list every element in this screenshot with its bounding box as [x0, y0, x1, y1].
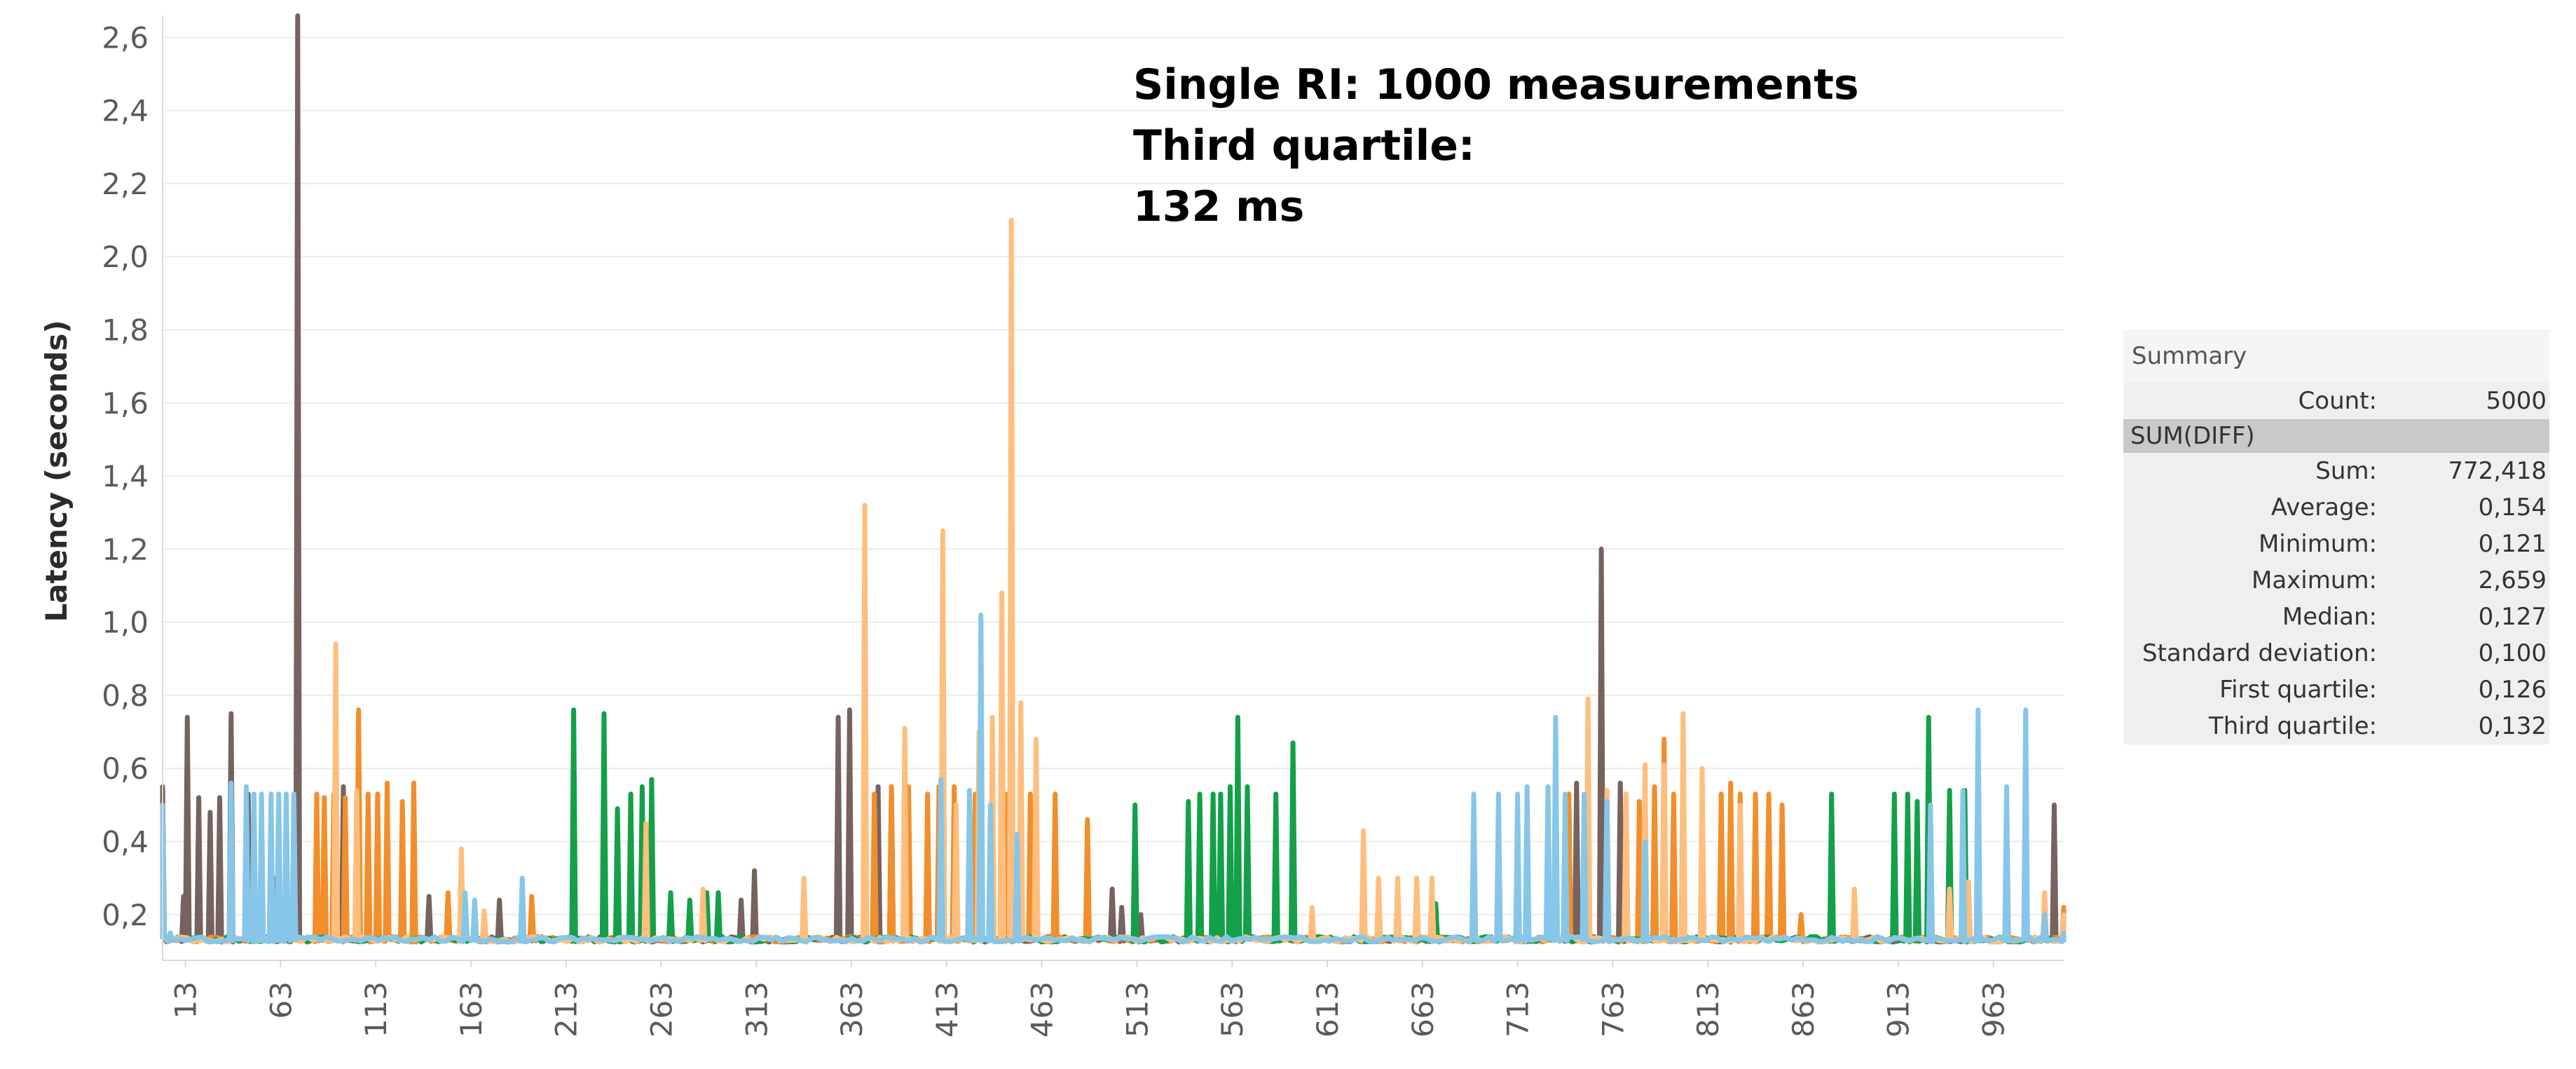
- y-tick-label: 1,0: [102, 606, 149, 640]
- annotation-line-2: Third quartile:: [1133, 121, 1475, 170]
- x-tick-label: 113: [359, 981, 393, 1037]
- summary-row-value: 0,126: [2478, 676, 2547, 704]
- x-tick-label: 13: [169, 981, 203, 1019]
- y-tick-label: 2,2: [102, 167, 149, 201]
- y-tick-label: 1,8: [102, 313, 149, 347]
- summary-row-label: Median:: [2282, 603, 2377, 631]
- x-tick-label: 863: [1786, 981, 1821, 1037]
- summary-card: Summary Count: 5000 SUM(DIFF) Sum: 772,41…: [2123, 329, 2549, 744]
- chart-annotation: Single RI: 1000 measurements Third quart…: [1133, 55, 1859, 238]
- summary-row: Median: 0,127: [2123, 599, 2549, 635]
- y-tick-label: 0,8: [102, 679, 149, 713]
- summary-header: Summary: [2123, 329, 2549, 383]
- summary-row-label: Sum:: [2315, 457, 2377, 485]
- summary-row: Average: 0,154: [2123, 489, 2549, 526]
- summary-row: Standard deviation: 0,100: [2123, 635, 2549, 672]
- x-tick-label: 63: [263, 981, 298, 1019]
- x-tick-label: 763: [1596, 981, 1630, 1037]
- annotation-line-3: 132 ms: [1133, 182, 1305, 231]
- summary-row-label: Minimum:: [2258, 530, 2377, 558]
- y-tick-label: 2,0: [102, 240, 149, 274]
- summary-row-value: 0,100: [2478, 639, 2547, 667]
- summary-count-row: Count: 5000: [2123, 383, 2549, 419]
- summary-row-value: 0,121: [2478, 530, 2547, 558]
- x-tick-label: 313: [739, 981, 774, 1037]
- y-tick-label: 0,2: [102, 898, 149, 932]
- y-tick-label: 1,2: [102, 532, 149, 566]
- y-tick-label: 1,6: [102, 386, 149, 421]
- y-tick-label: 2,4: [102, 94, 149, 128]
- annotation-line-1: Single RI: 1000 measurements: [1133, 60, 1859, 109]
- summary-row-label: Third quartile:: [2208, 712, 2377, 740]
- summary-row-label: Maximum:: [2252, 566, 2377, 594]
- summary-row-value: 772,418: [2448, 457, 2547, 485]
- chart-series: [160, 13, 2067, 945]
- summary-row: Maximum: 2,659: [2123, 562, 2549, 599]
- summary-row-value: 0,154: [2478, 493, 2547, 522]
- summary-row-label: Average:: [2270, 493, 2377, 522]
- summary-section-title: SUM(DIFF): [2123, 419, 2549, 453]
- y-tick-label: 1,4: [102, 459, 149, 493]
- x-tick-label: 963: [1977, 981, 2011, 1037]
- x-tick-label: 613: [1310, 981, 1345, 1037]
- summary-row-value: 0,127: [2478, 603, 2547, 631]
- summary-row: Minimum: 0,121: [2123, 526, 2549, 562]
- y-tick-label: 0,4: [102, 825, 149, 859]
- summary-count-value: 5000: [2486, 387, 2547, 415]
- y-tick-label: 0,6: [102, 751, 149, 786]
- x-tick-label: 163: [454, 981, 488, 1037]
- y-axis-title: Latency (seconds): [39, 320, 74, 622]
- x-tick-label: 813: [1691, 981, 1725, 1037]
- summary-row-value: 0,132: [2478, 712, 2547, 740]
- x-tick-label: 713: [1501, 981, 1535, 1037]
- chart-axes: 0,2 0,4 0,6 0,8 1,0 1,2 1,4 1,6 1,8 2,0 2,2 2,4 2,6 1…: [102, 15, 2064, 1037]
- chart-gridlines: [163, 36, 2064, 915]
- summary-row-label: Standard deviation:: [2142, 639, 2377, 667]
- summary-row: First quartile: 0,126: [2123, 672, 2549, 708]
- x-tick-label: 513: [1120, 981, 1154, 1037]
- x-tick-label: 913: [1882, 981, 1916, 1037]
- summary-row-label: First quartile:: [2219, 676, 2377, 704]
- summary-row: Sum: 772,418: [2123, 453, 2549, 489]
- y-tick-label: 2,6: [102, 20, 149, 55]
- x-tick-label: 413: [930, 981, 964, 1037]
- summary-row: Third quartile: 0,132: [2123, 708, 2549, 744]
- summary-row-value: 2,659: [2478, 566, 2547, 594]
- series-line-series-light-blue: [160, 612, 2067, 945]
- x-tick-label: 563: [1215, 981, 1249, 1037]
- x-tick-label: 363: [835, 981, 869, 1037]
- series-line-series-light-orange: [164, 217, 2067, 945]
- x-tick-label: 213: [549, 981, 584, 1037]
- summary-count-label: Count:: [2298, 387, 2377, 415]
- x-tick-label: 663: [1406, 981, 1440, 1037]
- x-tick-label: 263: [645, 981, 679, 1037]
- x-tick-label: 463: [1025, 981, 1060, 1037]
